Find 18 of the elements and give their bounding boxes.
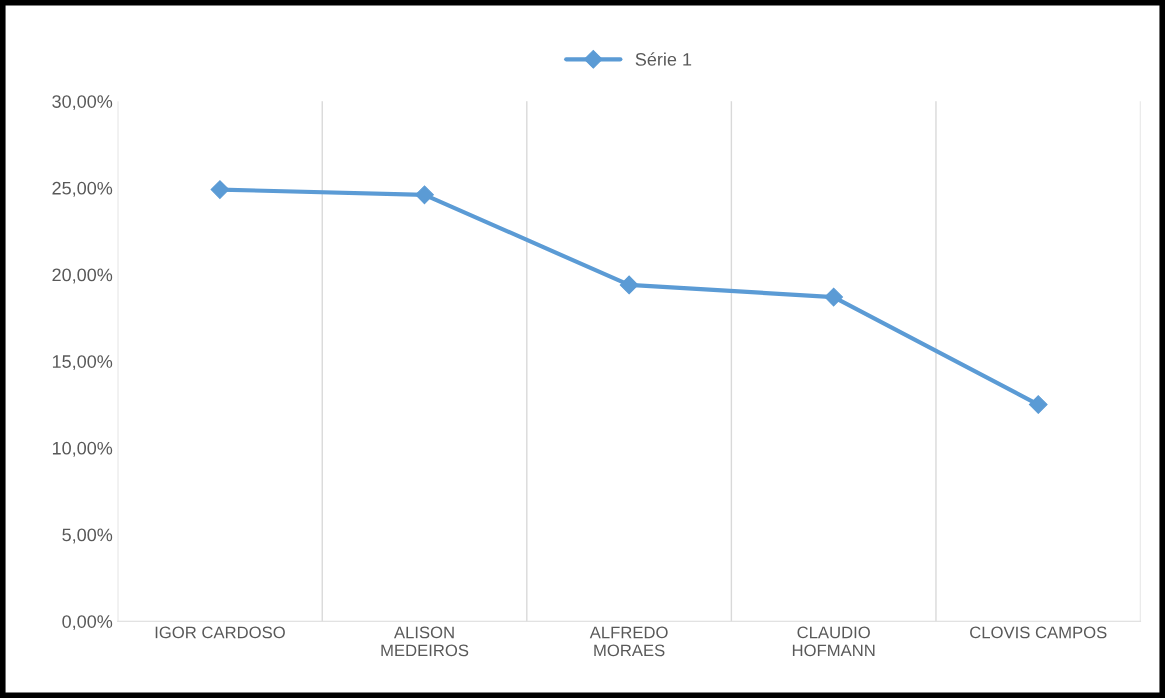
point <box>619 275 639 295</box>
y-tick-label: 20,00% <box>52 268 113 284</box>
point <box>415 185 434 205</box>
point <box>824 287 844 307</box>
y-tick-label: 5,00% <box>62 528 113 544</box>
point <box>210 180 230 199</box>
x-tick-label: CLAUDIO HOFMANN <box>792 626 875 657</box>
x-tick-label: CLOVIS CAMPOS <box>970 626 1107 639</box>
y-tick-label: 25,00% <box>52 181 113 197</box>
y-tick-label: 15,00% <box>52 355 113 371</box>
x-tick-label: ALISON MEDEIROS <box>381 626 469 657</box>
y-tick-label: 0,00% <box>62 615 113 631</box>
x-tick-label: IGOR CARDOSO <box>155 626 285 639</box>
y-tick-label: 10,00% <box>52 441 113 457</box>
point <box>1028 395 1048 414</box>
legend-label: Série 1 <box>635 52 692 66</box>
x-tick-label: ALFREDO MORAES <box>589 626 668 657</box>
y-tick-label: 30,00% <box>52 95 113 111</box>
